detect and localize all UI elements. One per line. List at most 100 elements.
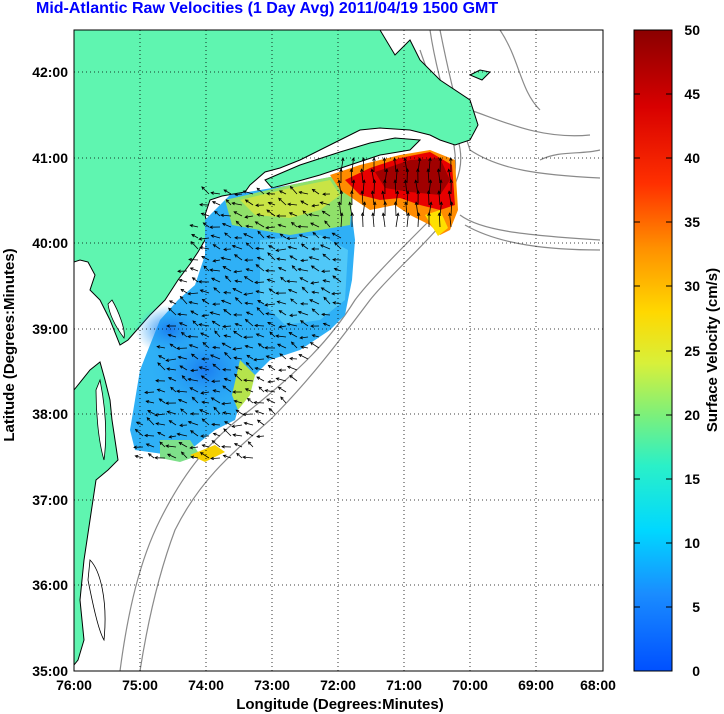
velocity-arrow-head [201,418,206,422]
velocity-arrow-head [300,302,304,306]
velocity-arrow-head [225,199,230,203]
velocity-arrow-head [166,410,171,414]
velocity-arrow-head [372,179,377,183]
velocity-arrow [242,413,254,415]
lon-tick-label: 69:00 [518,677,554,693]
velocity-arrow [437,169,441,184]
velocity-arrow-head [439,179,443,183]
velocity-arrow [322,253,331,261]
velocity-arrow-head [351,179,356,184]
velocity-arrow-head [360,168,364,173]
velocity-arrow-head [223,377,228,382]
velocity-arrow [278,267,287,272]
velocity-arrow-head [297,310,302,315]
lat-tick-label: 41:00 [32,150,68,166]
velocity-arrow-head [234,373,238,378]
velocity-arrow [188,378,199,382]
velocity-arrow-head [176,389,180,394]
velocity-arrow [287,323,298,327]
velocity-arrow-head [275,248,280,252]
velocity-arrow [201,186,210,195]
velocity-arrow-head [362,179,366,183]
velocity-arrow [210,269,221,272]
velocity-arrow [213,287,221,294]
velocity-arrow-head [189,430,194,434]
velocity-arrow-head [278,197,282,202]
velocity-arrow [157,432,166,437]
velocity-arrow [290,186,298,195]
velocity-arrow [178,356,188,360]
velocity-arrow-head [310,281,315,285]
velocity-arrow-head [177,269,181,273]
velocity-arrow-head [187,291,191,296]
velocity-arrow-head [243,421,248,426]
velocity-arrow [257,213,265,217]
velocity-arrow-head [223,247,227,252]
velocity-arrow-head [236,452,240,457]
velocity-arrow [157,362,166,371]
velocity-arrow [417,212,420,228]
velocity-arrow-head [321,312,325,317]
velocity-arrow-head [254,410,259,414]
velocity-arrow [258,343,265,349]
velocity-arrow-head [308,256,313,260]
velocity-arrow-head [403,157,407,162]
velocity-arrow-head [299,335,304,340]
velocity-arrow [244,276,254,283]
velocity-arrow-head [300,243,305,248]
velocity-arrow [213,259,221,262]
colorbar-tick-label: 20 [684,407,700,423]
velocity-arrow [310,222,320,228]
velocity-arrow [146,417,155,426]
grid-lines [74,30,603,671]
velocity-arrow [213,244,221,250]
velocity-arrow [253,402,265,404]
velocity-arrow-head [286,365,291,369]
velocity-arrow-head [414,201,419,206]
velocity-arrow [406,168,408,184]
velocity-arrow [362,157,365,173]
velocity-arrow [211,277,221,283]
velocity-arrow [201,213,210,217]
velocity-arrow-head [310,324,314,328]
velocity-arrow [233,211,243,217]
velocity-arrow-head [243,335,247,339]
velocity-arrow-head [269,331,273,336]
lat-tick-label: 37:00 [32,492,68,508]
velocity-field [130,150,458,462]
velocity-arrow [214,211,221,217]
velocity-arrow [232,288,243,294]
velocity-arrow [221,402,232,405]
velocity-arrow-head [158,355,162,359]
velocity-arrow-head [244,318,249,323]
colorbar-tick-label: 40 [684,150,700,166]
velocity-arrow-head [189,445,194,450]
velocity-arrow-head [159,441,163,446]
velocity-arrow [362,212,364,228]
velocity-arrow-head [310,265,315,269]
velocity-arrow [181,451,188,459]
velocity-arrow [211,440,221,448]
velocity-arrow [324,220,331,228]
velocity-arrow-head [266,398,270,402]
velocity-arrow-head [267,379,272,384]
velocity-arrow-head [276,300,281,304]
velocity-arrow-head [301,286,306,291]
velocity-arrow-head [224,275,229,280]
velocity-arrow [404,158,408,173]
velocity-arrow-head [221,223,226,227]
velocity-arrow-head [210,234,215,238]
velocity-arrow-head [253,357,257,362]
velocity-arrow-head [167,333,172,337]
velocity-arrow [189,301,199,305]
velocity-arrow-head [180,331,185,336]
velocity-arrow-head [234,366,239,370]
velocity-arrow-head [406,190,410,194]
velocity-arrow-head [288,212,293,216]
velocity-arrow [192,320,199,327]
x-axis-label: Longitude (Degrees:Minutes) [236,696,444,713]
velocity-arrow-head [360,212,365,216]
velocity-arrow [312,232,320,239]
velocity-arrow [232,245,243,250]
